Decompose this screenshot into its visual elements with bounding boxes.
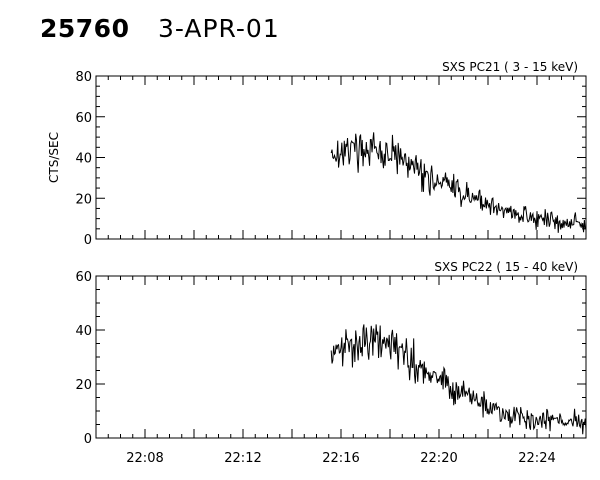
y-tick-label: 0 (84, 432, 92, 447)
y-tick-label: 20 (75, 192, 92, 207)
x-tick-label: 22:20 (420, 451, 457, 466)
y-tick-label: 80 (75, 70, 92, 85)
y-tick-label: 60 (75, 270, 92, 285)
chart-panel-1: SXS PC21 ( 3 - 15 keV) CTS/SEC 0 20 40 60 80 (47, 60, 587, 248)
y-tick-label: 40 (75, 152, 92, 167)
y-tick-label: 60 (75, 111, 92, 126)
x-tick-label: 22:08 (126, 451, 163, 466)
y-tick-label: 20 (75, 378, 92, 393)
data-series-line (330, 324, 587, 435)
y-tick-label: 40 (75, 324, 92, 339)
panel-title: SXS PC21 ( 3 - 15 keV) (442, 60, 578, 74)
data-series-line (330, 132, 587, 233)
event-date: 3-APR-01 (158, 14, 280, 43)
plot-frame (95, 275, 587, 439)
x-tick-label: 22:16 (322, 451, 359, 466)
y-tick-label: 0 (84, 233, 92, 248)
panel-title: SXS PC22 ( 15 - 40 keV) (434, 260, 578, 274)
x-tick-label: 22:12 (224, 451, 261, 466)
chart-panel-2: SXS PC22 ( 15 - 40 keV) 0 20 40 60 22:08 22:12… (75, 260, 587, 466)
event-id: 25760 (40, 14, 130, 43)
x-tick-label: 22:24 (518, 451, 555, 466)
y-axis-label: CTS/SEC (47, 132, 61, 183)
